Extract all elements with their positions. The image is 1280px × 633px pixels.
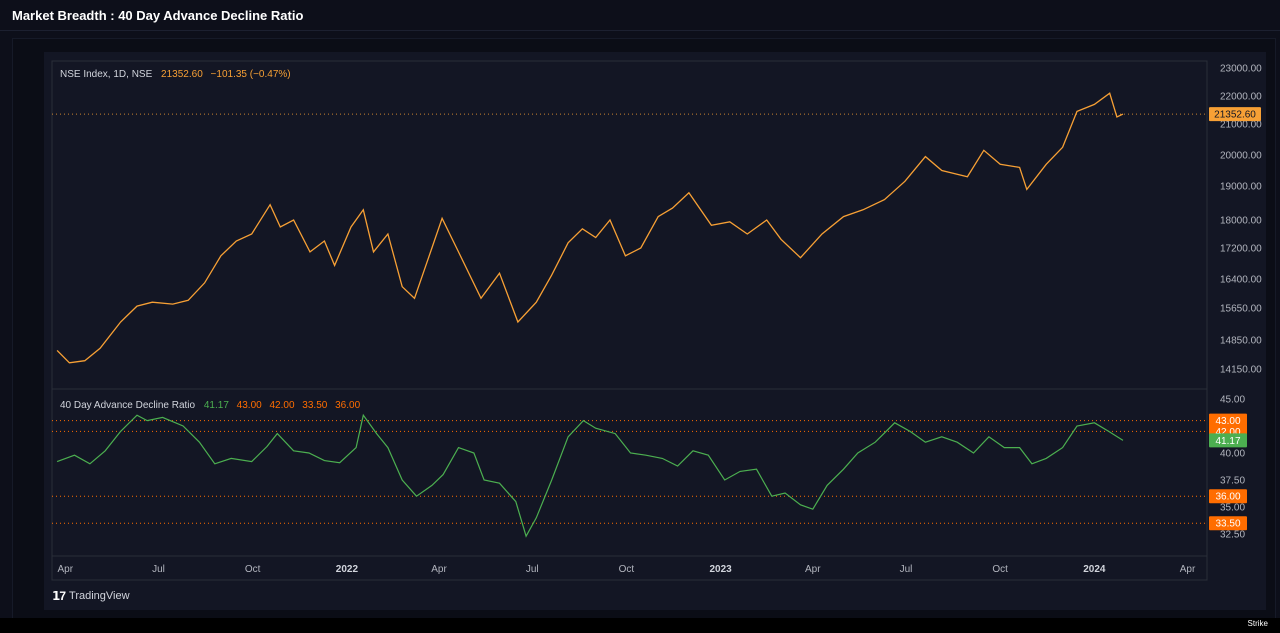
ad-axis: 45.00 40.00 37.50 35.00 32.50 [1220, 395, 1245, 541]
price-tick-1: 22000.00 [1220, 92, 1262, 103]
svg-text:40 Day Advance Decline Ratio: 40 Day Advance Decline Ratio 41.17 43.00… [60, 400, 361, 411]
ad-tick-4: 32.50 [1220, 530, 1245, 541]
time-tick-7: 2023 [710, 564, 733, 575]
main-legend-change: −101.35 (−0.47%) [211, 69, 291, 80]
ad-level-badge-label-0: 43.00 [1215, 416, 1240, 427]
time-tick-1: Jul [152, 564, 165, 575]
plot-border [51, 60, 1208, 581]
ad-legend-value-1: 41.17 [204, 400, 229, 411]
ad-level-badge-2 [1209, 489, 1247, 504]
page-title: Market Breadth : 40 Day Advance Decline … [12, 8, 304, 23]
nse-index-line [56, 92, 1124, 364]
time-tick-9: Jul [900, 564, 913, 575]
ad-level-badge-3 [1209, 516, 1247, 531]
ad-legend-value-5: 36.00 [335, 400, 360, 411]
ad-legend-value-3: 42.00 [269, 400, 294, 411]
ad-ratio-line [56, 413, 1124, 538]
ad-tick-1: 40.00 [1220, 449, 1245, 460]
time-tick-2: Oct [245, 564, 261, 575]
ad-legend-name: 40 Day Advance Decline Ratio [60, 400, 196, 411]
bottom-bar [0, 618, 1280, 633]
price-last-badge-label: 21352.60 [1214, 110, 1256, 121]
main-legend-last: 21352.60 [161, 69, 203, 80]
ad-level-badge-label-3: 33.50 [1215, 519, 1240, 530]
time-tick-8: Apr [805, 564, 821, 575]
price-last-badge: 21352.60 [1209, 107, 1261, 122]
ad-last-badge-label: 41.17 [1215, 436, 1240, 447]
tradingview-brand[interactable]: 𝟭7 TradingView [52, 589, 130, 603]
ad-tick-0: 45.00 [1220, 395, 1245, 406]
time-tick-6: Oct [619, 564, 635, 575]
price-tick-5: 18000.00 [1220, 216, 1262, 227]
title-divider [0, 30, 1280, 31]
ad-level-lines [52, 420, 1207, 524]
price-tick-8: 15650.00 [1220, 304, 1262, 315]
ad-tick-2: 37.50 [1220, 476, 1245, 487]
ad-level-badge-label-2: 36.00 [1215, 492, 1240, 503]
time-tick-5: Jul [526, 564, 539, 575]
ad-level-badge-label-1: 42.00 [1215, 427, 1240, 438]
ad-legend-value-4: 33.50 [302, 400, 327, 411]
price-tick-10: 14150.00 [1220, 365, 1262, 376]
time-tick-12: Apr [1180, 564, 1196, 575]
tradingview-label: TradingView [69, 590, 130, 602]
time-tick-0: Apr [58, 564, 74, 575]
ad-level-badge-0 [1209, 413, 1247, 428]
price-tick-3: 20000.00 [1220, 151, 1262, 162]
ad-last-badge [1209, 433, 1247, 448]
time-tick-11: 2024 [1083, 564, 1106, 575]
time-axis: Apr Jul Oct 2022 Apr Jul Oct 2023 Apr Jul Oct 2024 A… [58, 564, 1196, 575]
price-tick-9: 14850.00 [1220, 336, 1262, 347]
chart-widget[interactable] [44, 52, 1266, 610]
ad-tick-3: 35.00 [1220, 503, 1245, 514]
price-last-badge-bg [1209, 107, 1261, 122]
price-tick-4: 19000.00 [1220, 182, 1262, 193]
time-tick-3: 2022 [336, 564, 359, 575]
time-tick-10: Oct [992, 564, 1008, 575]
bottom-watermark: Strike [1247, 619, 1268, 628]
price-axis: 23000.00 22000.00 21000.00 20000.00 19000.00… [1220, 64, 1262, 376]
main-legend-symbol: NSE Index, 1D, NSE [60, 69, 153, 80]
price-tick-6: 17200.00 [1220, 244, 1262, 255]
tradingview-logo: 𝟭7 [52, 589, 66, 603]
svg-text:NSE Index, 1D, NSE 21352.6: NSE Index, 1D, NSE 21352.60 −101.35 (−0.… [60, 69, 291, 80]
price-tick-7: 16400.00 [1220, 275, 1262, 286]
price-tick-2: 21000.00 [1220, 120, 1262, 131]
time-tick-4: Apr [431, 564, 447, 575]
ad-legend-value-2: 43.00 [237, 400, 262, 411]
price-tick-0: 23000.00 [1220, 64, 1262, 75]
